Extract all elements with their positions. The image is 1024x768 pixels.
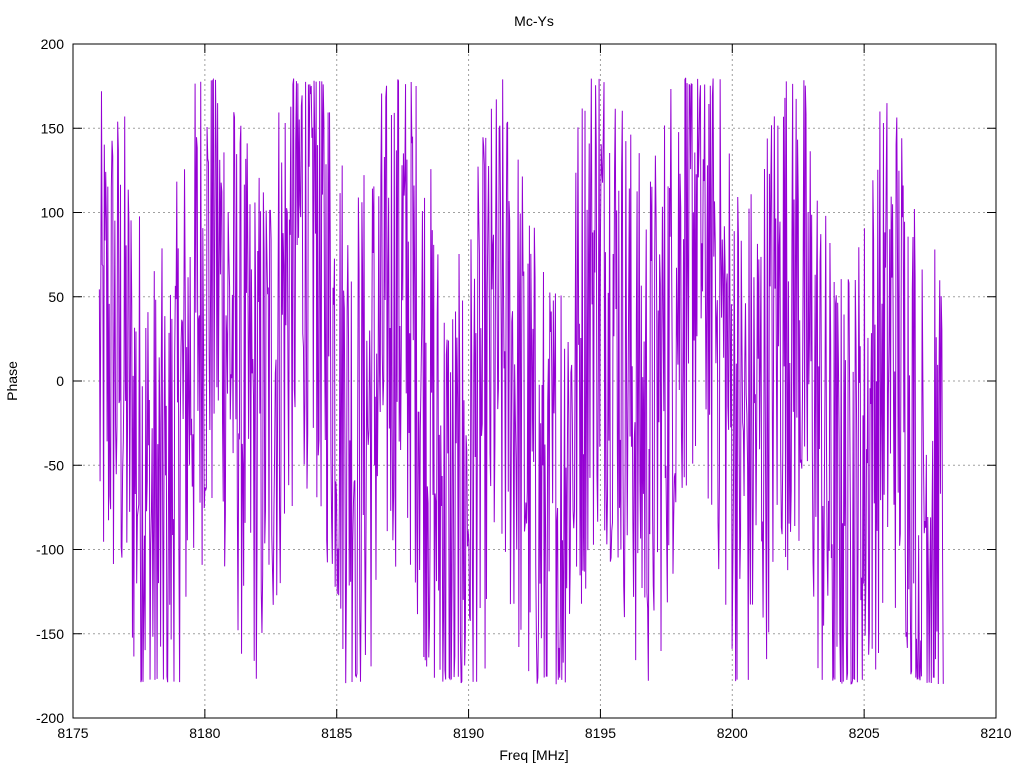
y-tick-label: -150 (36, 626, 64, 642)
y-tick-label: -50 (44, 457, 64, 473)
y-tick-label: 200 (41, 36, 65, 52)
x-tick-label: 8190 (453, 725, 484, 741)
y-axis-label: Phase (4, 361, 20, 401)
x-tick-label: 8180 (189, 725, 220, 741)
y-tick-label: 100 (41, 205, 65, 221)
x-tick-label: 8195 (585, 725, 616, 741)
y-tick-label: -100 (36, 542, 64, 558)
x-tick-label: 8185 (321, 725, 352, 741)
x-axis-label: Freq [MHz] (499, 747, 568, 763)
chart-title: Mc-Ys (514, 13, 554, 29)
y-tick-label: 50 (48, 289, 64, 305)
x-tick-label: 8210 (980, 725, 1011, 741)
y-tick-labels: -200 -150 -100 -50 0 50 100 150 200 (36, 36, 64, 726)
tick-marks (72, 43, 997, 719)
x-tick-label: 8200 (717, 725, 748, 741)
y-tick-label: -200 (36, 710, 64, 726)
y-tick-label: 150 (41, 120, 65, 136)
series-group (98, 77, 944, 685)
phase-series-line (98, 77, 944, 685)
x-tick-label: 8205 (849, 725, 880, 741)
x-tick-label: 8175 (57, 725, 88, 741)
y-tick-label: 0 (56, 373, 64, 389)
x-tick-labels: 8175 8180 8185 8190 8195 8200 8205 8210 (57, 725, 1011, 741)
